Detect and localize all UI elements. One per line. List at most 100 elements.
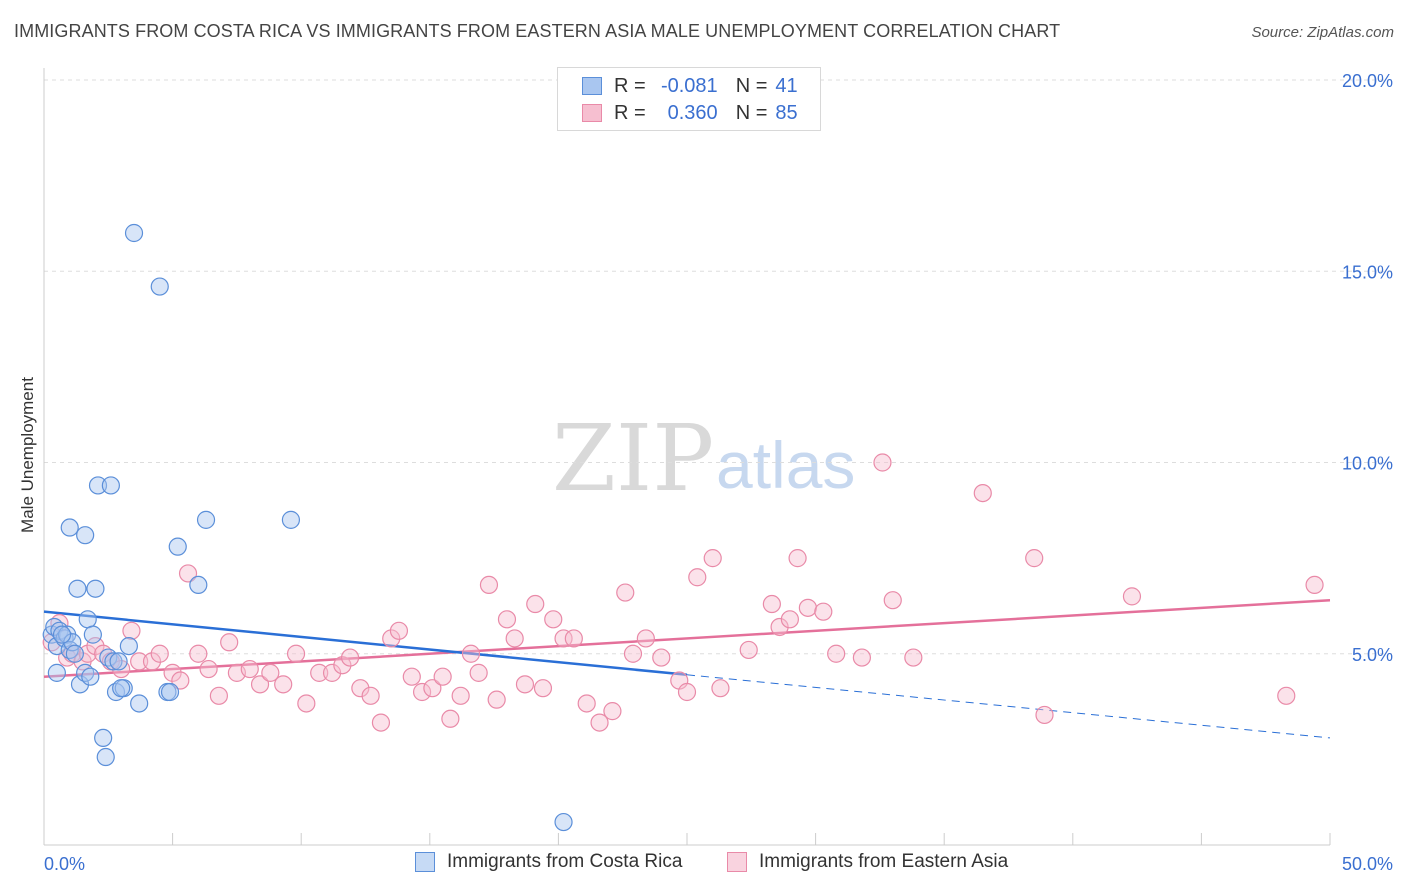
data-point-eastern-asia [1122,587,1142,606]
legend-row-eastern-asia: R = 0.360 N = 85 [582,100,798,126]
watermark-zip: ZIP [552,405,714,512]
data-point-costa-rica [130,694,149,713]
data-point-eastern-asia [623,644,643,663]
data-point-costa-rica [70,675,90,694]
data-point-eastern-asia [788,549,807,568]
data-point-eastern-asia [652,648,671,667]
data-point-eastern-asia [616,583,635,602]
data-point-eastern-asia [798,598,817,617]
trend-line-costa-rica [43,610,688,677]
correlation-legend: R = -0.081 N = 41 R = 0.360 N = 85 [557,67,821,131]
data-point-eastern-asia [497,610,517,629]
legend-n-label: N = [735,101,768,124]
data-point-eastern-asia [261,663,280,682]
data-point-eastern-asia [423,679,442,698]
trend-lines [43,598,1331,739]
data-point-eastern-asia [150,644,169,663]
data-point-costa-rica [81,667,100,686]
data-point-costa-rica [86,579,105,598]
legend-label-costa-rica: Immigrants from Costa Rica [447,851,683,872]
data-point-costa-rica [124,223,144,243]
trend-line-eastern-asia [43,598,1331,678]
axes [43,68,1331,846]
data-point-eastern-asia [479,575,499,595]
data-point-costa-rica [96,747,115,767]
data-point-eastern-asia [852,648,871,667]
data-point-eastern-asia [703,549,722,568]
data-point-eastern-asia [770,617,789,637]
data-point-costa-rica [65,644,84,663]
data-point-eastern-asia [86,636,105,656]
x-tick-label-max: 50.0% [1342,854,1393,874]
data-point-costa-rica [189,575,208,595]
data-point-eastern-asia [250,675,270,694]
data-point-costa-rica [88,476,108,495]
watermark-atlas: atlas [716,428,855,502]
grid-lines [44,79,1393,655]
data-point-costa-rica [168,537,187,556]
data-point-eastern-asia [1035,705,1054,725]
data-point-eastern-asia [564,629,583,648]
data-point-eastern-asia [322,663,342,682]
chart-title: IMMIGRANTS FROM COSTA RICA VS IMMIGRANTS… [14,21,1061,41]
data-point-costa-rica [94,728,113,748]
data-point-eastern-asia [171,671,190,690]
data-point-eastern-asia [78,644,97,663]
data-point-eastern-asia [286,644,306,663]
data-point-eastern-asia [762,594,781,614]
data-point-eastern-asia [130,652,149,671]
data-point-eastern-asia [590,713,609,732]
watermark: ZIP atlas [552,405,855,512]
data-point-eastern-asia [827,644,846,663]
data-point-eastern-asia [677,682,697,702]
legend-item-costa-rica: Immigrants from Costa Rica [415,851,682,873]
legend-r-value: 0.360 [667,101,718,124]
data-point-eastern-asia [1025,549,1044,568]
data-point-eastern-asia [451,686,470,705]
data-point-eastern-asia [220,633,239,652]
series-legend: Immigrants from Costa Rica Immigrants fr… [0,851,1406,877]
data-point-eastern-asia [487,690,506,709]
data-point-eastern-asia [199,659,218,679]
y-tick-label: 20.0% [1342,71,1393,91]
x-tick-label-min: 0.0% [44,854,85,874]
y-axis-label: Male Unemployment [18,377,37,533]
y-tick-label: 10.0% [1342,454,1393,474]
data-point-eastern-asia [163,663,182,682]
data-point-costa-rica [160,682,180,702]
data-point-eastern-asia [554,629,573,648]
legend-n-label: N = [735,74,768,97]
data-point-eastern-asia [412,682,432,702]
legend-n-value: 41 [775,74,798,97]
data-point-eastern-asia [533,679,553,698]
data-point-costa-rica [112,679,131,698]
data-point-eastern-asia [461,644,481,663]
legend-swatch-costa-rica [582,77,602,95]
data-point-eastern-asia [1277,686,1296,705]
legend-r-label: R = [614,74,646,97]
data-point-eastern-asia [142,652,162,671]
data-point-eastern-asia [883,591,902,610]
data-point-costa-rica [83,625,102,644]
data-point-costa-rica [281,510,301,529]
data-point-eastern-asia [297,694,316,713]
data-point-eastern-asia [873,453,892,472]
series-eastern-asia-points [42,453,1324,732]
legend-swatch-eastern-asia [582,104,602,122]
data-point-eastern-asia [688,568,707,587]
series-costa-rica-points [42,223,573,832]
data-point-eastern-asia [310,663,329,682]
data-point-eastern-asia [402,667,421,686]
legend-label-eastern-asia: Immigrants from Eastern Asia [759,851,1009,872]
data-point-eastern-asia [780,610,799,629]
data-point-eastern-asia [333,656,352,675]
data-point-costa-rica [109,652,128,671]
data-point-costa-rica [101,476,120,495]
data-point-eastern-asia [1305,575,1324,595]
data-point-eastern-asia [739,640,758,660]
legend-swatch-costa-rica [415,852,435,872]
data-point-eastern-asia [351,679,370,698]
data-point-eastern-asia [371,713,391,732]
y-tick-label: 5.0% [1352,645,1393,665]
data-point-eastern-asia [389,621,409,640]
